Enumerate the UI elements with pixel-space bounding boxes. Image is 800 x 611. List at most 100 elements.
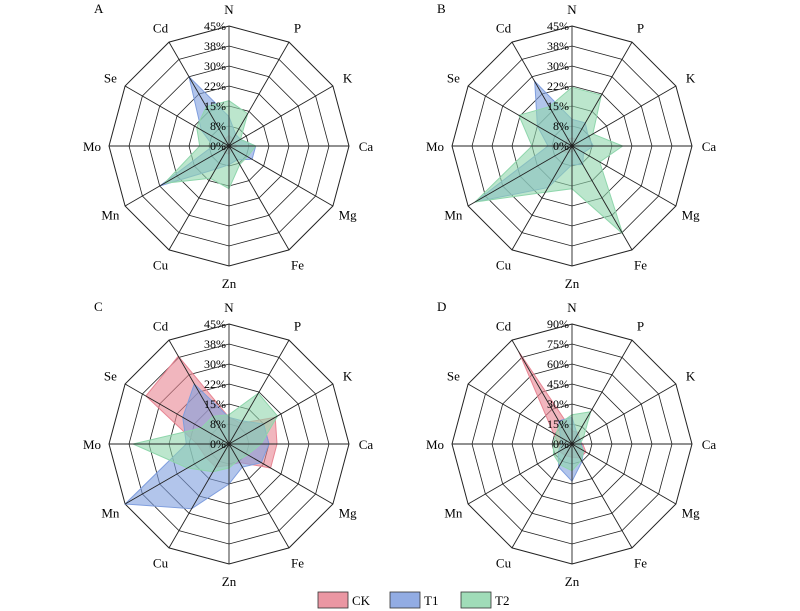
tick-label: 8%: [210, 119, 226, 133]
legend-swatch-t1: [389, 591, 421, 609]
axis-spoke: [168, 145, 230, 251]
radar-panel-b: 0% 8% 15% 22% 30% 38% 45% N P K Ca Mg Fe Zn Cu Mn Mo Se Cd…: [426, 1, 716, 291]
legend: CK T1 T2: [317, 591, 509, 609]
tick-label: 22%: [204, 377, 226, 391]
axis-label-mg: Mg: [339, 506, 358, 521]
tick-label: 30%: [547, 59, 569, 73]
axis-spoke: [571, 339, 633, 445]
axis-label-mo: Mo: [83, 139, 101, 154]
tick-label: 0%: [210, 437, 226, 451]
radar-panel-d: 0% 15% 30% 45% 60% 75% 90% N P K Ca Mg Fe Zn Cu Mn Mo Se C…: [426, 299, 716, 589]
tick-label: 30%: [204, 357, 226, 371]
tick-label: 45%: [547, 377, 569, 391]
axis-spoke: [124, 145, 230, 207]
axis-label-zn: Zn: [565, 574, 580, 589]
tick-label: 38%: [547, 39, 569, 53]
axis-spoke: [124, 85, 230, 147]
axis-label-cu: Cu: [496, 556, 512, 571]
axis-label-p: P: [294, 20, 301, 35]
tick-label: 30%: [204, 59, 226, 73]
axis-label-se: Se: [104, 71, 117, 86]
axis-label-se: Se: [447, 71, 460, 86]
axis-label-ca: Ca: [359, 139, 374, 154]
axis-label-se: Se: [104, 369, 117, 384]
axis-label-cd: Cd: [153, 318, 169, 333]
axis-label-n: N: [224, 2, 234, 17]
legend-swatch-ck: [317, 591, 349, 609]
tick-label: 45%: [204, 19, 226, 33]
axis-spoke: [168, 41, 230, 147]
axis-label-zn: Zn: [565, 276, 580, 291]
legend-label-t2: T2: [495, 593, 509, 608]
tick-label: 90%: [547, 317, 569, 331]
axis-spoke: [228, 339, 290, 445]
axis-label-p: P: [294, 318, 301, 333]
axis-spoke: [571, 41, 633, 147]
axis-spoke: [571, 145, 677, 207]
axis-label-mn: Mn: [101, 208, 120, 223]
axis-label-cu: Cu: [153, 258, 169, 273]
legend-label-ck: CK: [352, 593, 371, 608]
legend-swatch-t2: [460, 591, 492, 609]
radar-panels: 0% 8% 15% 22% 30% 38% 45% N P K Ca Mg Fe Zn Cu Mn Mo Se Cd…: [83, 1, 716, 589]
tick-label: 0%: [210, 139, 226, 153]
panel-label: C: [94, 299, 103, 314]
axis-label-ca: Ca: [359, 437, 374, 452]
axis-spoke: [571, 383, 677, 445]
tick-label: 0%: [553, 139, 569, 153]
radar-panel-a: 0% 8% 15% 22% 30% 38% 45% N P K Ca Mg Fe Zn Cu Mn Mo Se Cd…: [83, 1, 373, 291]
axis-spoke: [467, 145, 573, 207]
axis-spoke: [228, 85, 334, 147]
axis-label-k: K: [686, 71, 696, 86]
axis-label-fe: Fe: [291, 258, 304, 273]
tick-label: 75%: [547, 337, 569, 351]
axis-spoke: [511, 443, 573, 549]
tick-label: 0%: [553, 437, 569, 451]
axis-label-mn: Mn: [444, 506, 463, 521]
axis-label-cd: Cd: [496, 318, 512, 333]
axis-label-zn: Zn: [222, 276, 237, 291]
axis-label-n: N: [567, 2, 577, 17]
axis-label-fe: Fe: [634, 556, 647, 571]
tick-label: 45%: [204, 317, 226, 331]
tick-label: 15%: [547, 417, 569, 431]
axis-label-fe: Fe: [634, 258, 647, 273]
tick-label: 8%: [553, 119, 569, 133]
axis-spoke: [228, 41, 290, 147]
tick-label: 15%: [204, 99, 226, 113]
axis-spoke: [571, 443, 633, 549]
panel-label: A: [94, 1, 104, 16]
axis-label-n: N: [224, 300, 234, 315]
axis-label-cu: Cu: [153, 556, 169, 571]
tick-label: 38%: [204, 39, 226, 53]
axis-label-mg: Mg: [682, 208, 701, 223]
axis-spoke: [511, 339, 573, 445]
axis-label-k: K: [343, 369, 353, 384]
axis-spoke: [467, 443, 573, 505]
tick-label: 38%: [204, 337, 226, 351]
axis-spoke: [228, 145, 290, 251]
axis-label-mo: Mo: [83, 437, 101, 452]
axis-spoke: [571, 443, 677, 505]
axis-label-k: K: [343, 71, 353, 86]
tick-label: 8%: [210, 417, 226, 431]
panel-label: D: [437, 299, 446, 314]
axis-spoke: [228, 383, 334, 445]
tick-label: 15%: [547, 99, 569, 113]
axis-spoke: [571, 145, 633, 251]
tick-label: 30%: [547, 397, 569, 411]
axis-label-mo: Mo: [426, 437, 444, 452]
tick-label: 15%: [204, 397, 226, 411]
axis-label-mg: Mg: [682, 506, 701, 521]
tick-label: 22%: [204, 79, 226, 93]
axis-label-mo: Mo: [426, 139, 444, 154]
axis-spoke: [228, 443, 334, 505]
axis-label-cd: Cd: [153, 20, 169, 35]
axis-spoke: [511, 41, 573, 147]
axis-label-zn: Zn: [222, 574, 237, 589]
legend-label-t1: T1: [424, 593, 438, 608]
axis-spoke: [511, 145, 573, 251]
axis-label-mn: Mn: [444, 208, 463, 223]
radar-panel-c: 0% 8% 15% 22% 30% 38% 45% N P K Ca Mg Fe Zn Cu Mn Mo Se Cd…: [83, 299, 373, 589]
